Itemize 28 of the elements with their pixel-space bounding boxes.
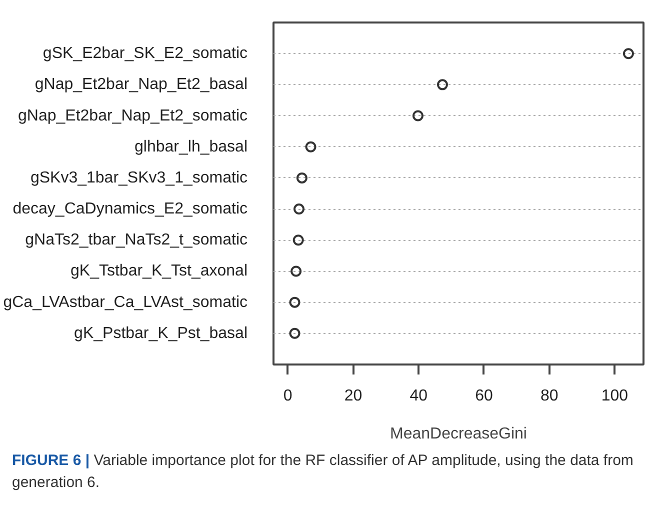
point xyxy=(289,328,300,339)
y-tick-label: glhbar_lh_basal xyxy=(134,138,248,156)
point xyxy=(293,204,304,215)
x-tick-label: 100 xyxy=(601,388,628,404)
point xyxy=(412,110,424,122)
point xyxy=(296,172,308,184)
point xyxy=(290,266,302,277)
y-tick-label: gNap_Et2bar_Nap_Et2_somatic xyxy=(18,107,248,124)
y-tick-label: gK_Pstbar_K_Pst_basal xyxy=(74,324,248,342)
y-tick-label: gSKv3_1bar_SKv3_1_somatic xyxy=(30,169,248,186)
point xyxy=(305,141,316,152)
y-tick-label: gCa_LVAstbar_Ca_LVAst_somatic xyxy=(3,294,248,311)
x-tick-label: 20 xyxy=(344,388,362,404)
x-tick-label: 60 xyxy=(475,388,493,404)
x-tick-label: 80 xyxy=(540,388,558,404)
point xyxy=(622,48,634,60)
caption: FIGURE 6 | Variable importance plot for the RF classifier of AP amplitude, using the data from generation 6. xyxy=(12,451,634,493)
y-tick-label: decay_CaDynamics_E2_somatic xyxy=(12,200,248,218)
x-tick-label: 0 xyxy=(283,388,292,404)
y-tick-label: gNap_Et2bar_Nap_Et2_basal xyxy=(34,76,248,94)
point xyxy=(292,234,304,246)
x-tick-label: 40 xyxy=(410,388,428,404)
point xyxy=(289,296,300,308)
point xyxy=(436,79,448,90)
y-tick-label: gNaTs2_tbar_NaTs2_t_somatic xyxy=(25,232,248,249)
y-tick-label: gK_Tstbar_K_Tst_axonal xyxy=(70,262,248,280)
y-tick-label: gSK_E2bar_SK_E2_somatic xyxy=(42,45,248,62)
x-axis-title: MeanDecreaseGini xyxy=(390,426,527,442)
